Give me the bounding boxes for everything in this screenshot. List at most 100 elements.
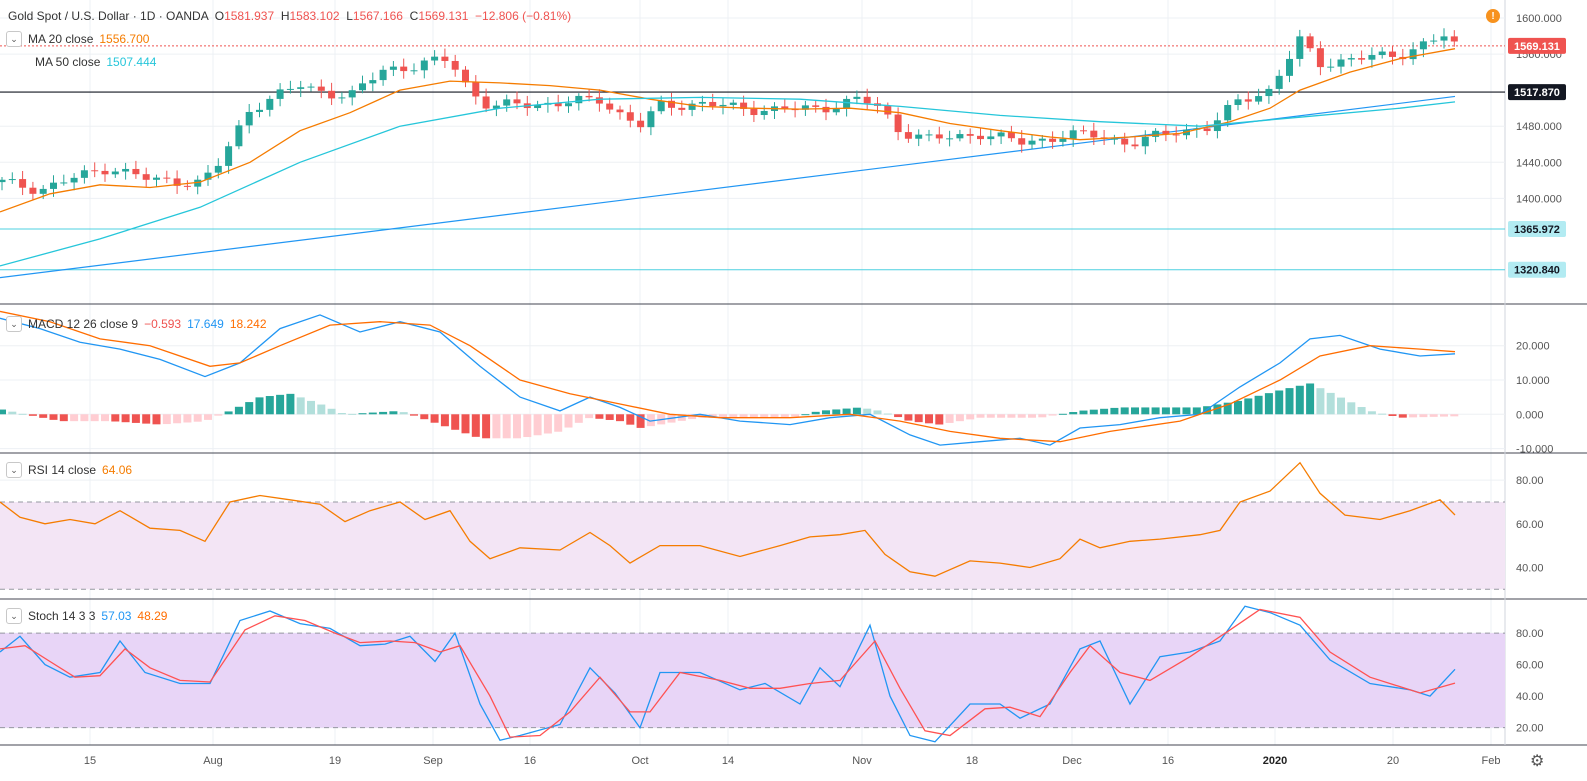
macd-histogram-bar xyxy=(18,413,27,415)
candle-body xyxy=(1389,51,1396,57)
legend-stoch: ⌄ Stoch 14 3 3 57.03 48.29 xyxy=(6,608,167,624)
trendline xyxy=(0,95,1456,279)
legend-rsi: ⌄ RSI 14 close 64.06 xyxy=(6,462,132,478)
macd-histogram-bar xyxy=(1306,383,1315,415)
candle-body xyxy=(1368,55,1376,60)
macd-histogram-bar xyxy=(564,414,573,428)
candle-body xyxy=(338,97,346,99)
macd-histogram-bar xyxy=(955,414,964,422)
macd-histogram-bar xyxy=(574,414,583,423)
candle-body xyxy=(276,89,284,99)
macd-histogram-bar xyxy=(276,394,285,415)
chevron-down-icon[interactable]: ⌄ xyxy=(6,316,22,332)
candle-body xyxy=(935,134,943,139)
macd-histogram-bar xyxy=(688,414,697,420)
legend-ma50: MA 50 close 1507.444 xyxy=(35,55,156,69)
macd-histogram-bar xyxy=(327,408,336,415)
ma50-value: 1507.444 xyxy=(106,55,157,69)
macd-histogram-bar xyxy=(1017,414,1026,418)
chevron-down-icon[interactable]: ⌄ xyxy=(6,31,22,47)
macd-histogram-bar xyxy=(461,414,470,434)
candle-body xyxy=(698,101,706,104)
macd-line xyxy=(0,314,1456,446)
macd-histogram-bar xyxy=(780,414,789,418)
macd-histogram-bar xyxy=(49,414,58,420)
macd-histogram-bar xyxy=(1450,414,1459,417)
candle-body xyxy=(307,86,315,88)
price-tags: 1569.131 1517.870 1365.972 1320.840 xyxy=(1508,37,1566,278)
candle-body xyxy=(575,95,583,104)
candle-body xyxy=(400,66,408,72)
chevron-down-icon[interactable]: ⌄ xyxy=(6,608,22,624)
last-price-tag-bg xyxy=(1508,37,1566,54)
rsi-line xyxy=(0,461,1456,577)
macd-signal-value: 18.242 xyxy=(229,317,267,331)
gear-icon[interactable]: ⚙ xyxy=(1530,753,1545,770)
candle-body xyxy=(606,103,614,110)
macd-histogram-bar xyxy=(1100,408,1109,415)
macd-histogram-bar xyxy=(739,414,748,418)
candle-body xyxy=(369,80,377,84)
macd-histogram-bar xyxy=(1398,414,1407,418)
candle-body xyxy=(1162,130,1170,135)
macd-histogram-bar xyxy=(8,411,17,415)
macd-histogram-bar xyxy=(39,414,48,418)
candle-body xyxy=(1131,144,1139,147)
macd-histogram-bar xyxy=(1131,407,1139,415)
candle-body xyxy=(1121,138,1129,145)
candle-body xyxy=(1327,66,1335,68)
candle-body xyxy=(1224,104,1232,121)
x-tick-label: 20 xyxy=(1387,755,1399,767)
macd-histogram-bar xyxy=(1223,402,1232,415)
macd-histogram-bar xyxy=(1110,407,1119,415)
macd-histogram-bar xyxy=(1192,407,1201,415)
macd-histogram-bar xyxy=(585,414,594,419)
macd-histogram-bar xyxy=(811,411,820,415)
macd-histogram-bar xyxy=(1357,407,1366,415)
candle-body xyxy=(1306,36,1314,49)
macd-histogram-bar xyxy=(1203,406,1212,415)
macd-histogram-bar xyxy=(410,414,418,416)
candle-body xyxy=(101,170,109,175)
chevron-down-icon[interactable]: ⌄ xyxy=(6,462,22,478)
macd-histogram-bar xyxy=(296,397,305,415)
line-price-tag: 1365.972 xyxy=(1514,224,1560,236)
candle-body xyxy=(204,172,212,180)
candle-body xyxy=(122,168,130,172)
macd-histogram-bar xyxy=(801,414,810,416)
candle-body xyxy=(266,98,274,110)
low-value: 1567.166 xyxy=(352,9,403,23)
macd-histogram-bar xyxy=(605,414,614,420)
macd-histogram-bar xyxy=(317,404,326,415)
candle-body xyxy=(80,170,88,178)
price-y-tick-label: 1440.000 xyxy=(1516,157,1562,169)
macd-histogram-bar xyxy=(80,414,89,422)
candle-body xyxy=(863,96,871,104)
candle-body xyxy=(822,106,830,113)
macd-value: 17.649 xyxy=(187,317,224,331)
macd-histogram-bar xyxy=(90,414,99,422)
candle-body xyxy=(214,165,222,173)
candle-body xyxy=(740,102,748,109)
macd-histogram-bar xyxy=(430,414,439,423)
x-tick-label: 2020 xyxy=(1263,755,1287,767)
macd-histogram-bar xyxy=(1007,414,1016,418)
macd-histogram-bar xyxy=(873,410,882,415)
candle-body xyxy=(729,102,737,105)
macd-histogram-bar xyxy=(894,414,903,418)
macd-hist-value: −0.593 xyxy=(144,317,182,331)
candle-body xyxy=(1213,120,1221,132)
candle-body xyxy=(1409,49,1417,60)
candle-body xyxy=(50,182,57,189)
x-tick-label: 19 xyxy=(329,755,341,767)
macd-histogram-bar xyxy=(1120,407,1129,415)
candle-body xyxy=(420,60,428,71)
alert-icon[interactable]: ! xyxy=(1486,9,1500,23)
candle-body xyxy=(781,106,789,110)
candle-body xyxy=(348,90,356,98)
macd-histogram-bar xyxy=(1419,414,1428,418)
macd-histogram-bar xyxy=(1409,414,1418,418)
horizontal-lines xyxy=(0,45,1505,279)
